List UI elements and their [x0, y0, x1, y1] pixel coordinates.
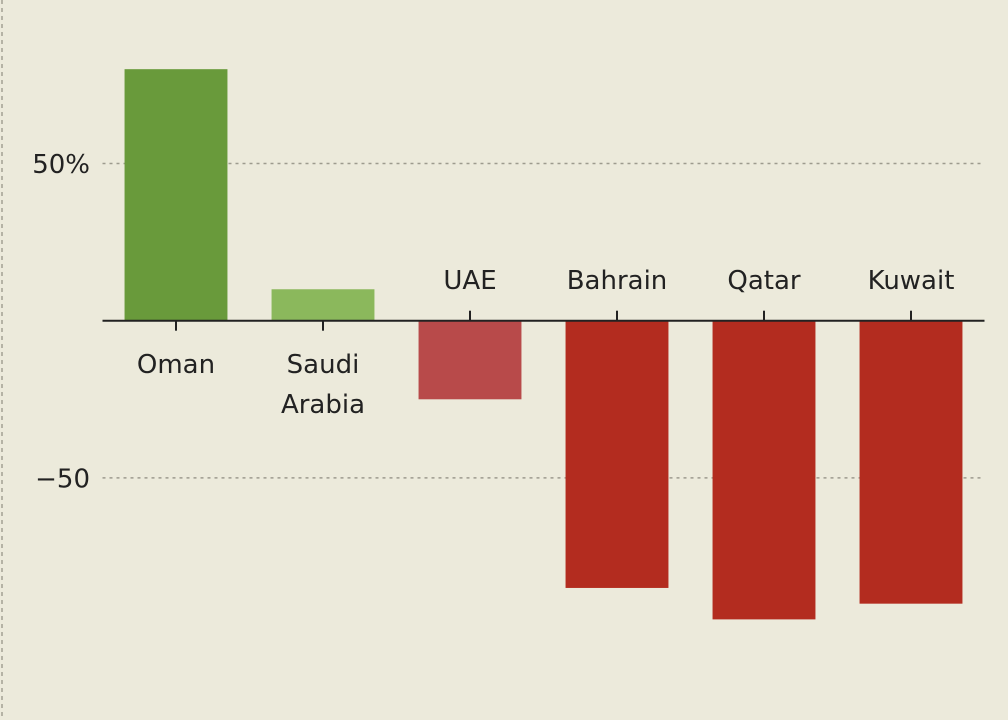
- category-label: UAE: [443, 265, 497, 296]
- y-tick-label: 50%: [32, 150, 90, 180]
- bar: [712, 320, 816, 620]
- y-tick-label: −50: [35, 464, 90, 494]
- category-label: Qatar: [727, 265, 801, 296]
- category-label: Oman: [136, 349, 216, 380]
- category-label: Bahrain: [566, 265, 668, 296]
- bar: [859, 320, 963, 604]
- bar: [124, 69, 228, 321]
- bar: [271, 289, 375, 321]
- category-label: Kuwait: [867, 265, 955, 296]
- bar: [565, 320, 669, 588]
- category-label: Saudi Arabia: [280, 349, 366, 420]
- bar: [418, 320, 522, 400]
